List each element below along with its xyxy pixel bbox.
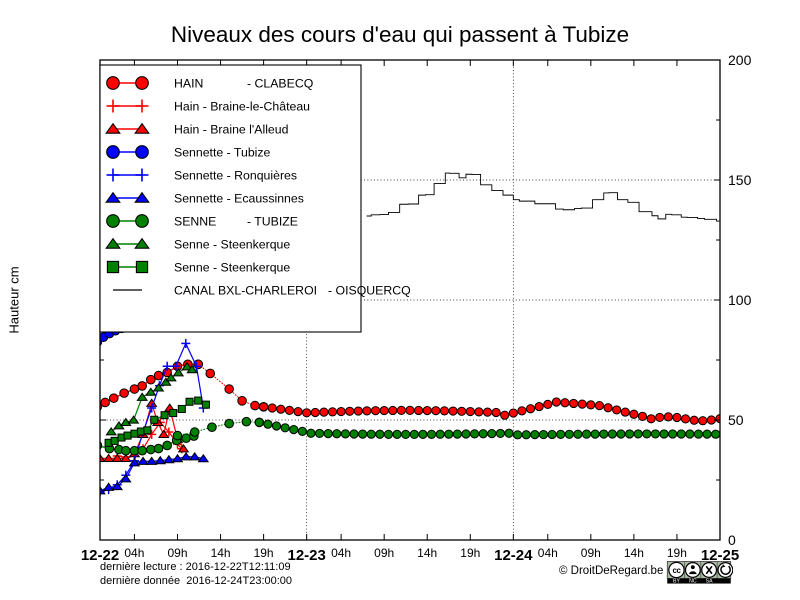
- svg-text:Senne - Steenkerque: Senne - Steenkerque: [174, 237, 290, 251]
- svg-text:Sennette - Ronquières: Sennette - Ronquières: [174, 168, 297, 182]
- svg-text:- OISQUERCQ: - OISQUERCQ: [328, 283, 411, 297]
- svg-text:100: 100: [728, 292, 752, 308]
- svg-text:- CLABECQ: - CLABECQ: [247, 76, 313, 90]
- svg-text:19h: 19h: [254, 546, 274, 560]
- svg-text:CANAL BXL-CHARLEROI: CANAL BXL-CHARLEROI: [174, 283, 317, 297]
- svg-text:09h: 09h: [374, 546, 394, 560]
- svg-text:SENNE: SENNE: [174, 214, 216, 228]
- svg-text:04h: 04h: [538, 546, 558, 560]
- svg-text:150: 150: [728, 172, 752, 188]
- svg-text:19h: 19h: [667, 546, 687, 560]
- svg-text:Hain - Braine l'Alleud: Hain - Braine l'Alleud: [174, 122, 289, 136]
- svg-text:12-24: 12-24: [494, 547, 533, 564]
- svg-text:14h: 14h: [417, 546, 437, 560]
- svg-text:Sennette - Ecaussinnes: Sennette - Ecaussinnes: [174, 191, 304, 205]
- svg-text:BY: BY: [673, 578, 680, 584]
- svg-text:HAIN: HAIN: [174, 76, 203, 90]
- svg-text:09h: 09h: [167, 546, 187, 560]
- svg-text:SA: SA: [706, 578, 713, 584]
- svg-text:14h: 14h: [624, 546, 644, 560]
- svg-text:Senne - Steenkerque: Senne - Steenkerque: [174, 260, 290, 274]
- svg-text:50: 50: [728, 412, 744, 428]
- svg-text:Sennette - Tubize: Sennette - Tubize: [174, 145, 271, 159]
- svg-text:200: 200: [728, 52, 752, 68]
- svg-text:09h: 09h: [581, 546, 601, 560]
- svg-text:04h: 04h: [331, 546, 351, 560]
- svg-text:NC: NC: [689, 578, 697, 584]
- svg-text:19h: 19h: [460, 546, 480, 560]
- svg-text:0: 0: [728, 532, 736, 548]
- svg-text:14h: 14h: [211, 546, 231, 560]
- svg-text:- TUBIZE: - TUBIZE: [247, 214, 298, 228]
- svg-text:04h: 04h: [124, 546, 144, 560]
- svg-text:12-23: 12-23: [288, 547, 326, 564]
- svg-text:Hain - Braine-le-Château: Hain - Braine-le-Château: [174, 99, 310, 113]
- svg-text:cc: cc: [673, 566, 682, 575]
